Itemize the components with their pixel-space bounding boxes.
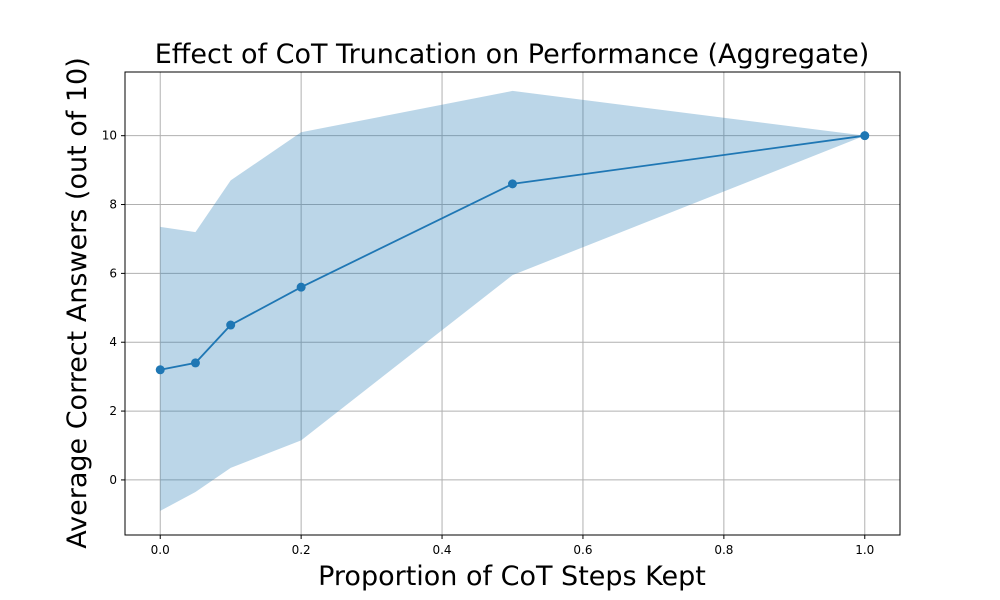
x-tick-label: 0.8 — [714, 543, 733, 557]
data-point — [296, 282, 306, 292]
plot-area-frame — [124, 71, 901, 536]
y-tick-label: 8 — [109, 198, 117, 212]
x-tick-label: 0.2 — [292, 543, 311, 557]
x-axis-label: Proportion of CoT Steps Kept — [318, 561, 706, 592]
y-tick-label: 10 — [102, 129, 117, 143]
confidence-band — [160, 90, 865, 511]
x-axis-ticks: 0.0 0.2 0.4 0.6 0.8 1.0 — [151, 535, 874, 557]
series-line-path — [160, 134, 865, 371]
y-tick-label: 2 — [109, 404, 117, 418]
chart-title: Effect of CoT Truncation on Performance … — [155, 39, 870, 70]
x-tick-label: 1.0 — [855, 543, 874, 557]
error-band — [160, 90, 865, 511]
y-tick-label: 0 — [109, 473, 117, 487]
series-markers — [155, 131, 870, 375]
x-tick-label: 0.0 — [151, 543, 170, 557]
x-tick-label: 0.6 — [573, 543, 592, 557]
y-tick-label: 6 — [109, 266, 117, 280]
y-axis-label: Average Correct Answers (out of 10) — [62, 57, 93, 549]
y-tick-label: 4 — [109, 335, 117, 349]
series-line — [160, 134, 865, 371]
y-axis-ticks: 0 2 4 6 8 10 — [102, 129, 125, 487]
data-point — [860, 131, 870, 141]
grid — [125, 72, 900, 535]
x-tick-label: 0.4 — [432, 543, 451, 557]
data-point — [508, 179, 517, 189]
data-point — [226, 320, 236, 330]
data-point — [155, 365, 165, 375]
data-point — [190, 358, 200, 368]
